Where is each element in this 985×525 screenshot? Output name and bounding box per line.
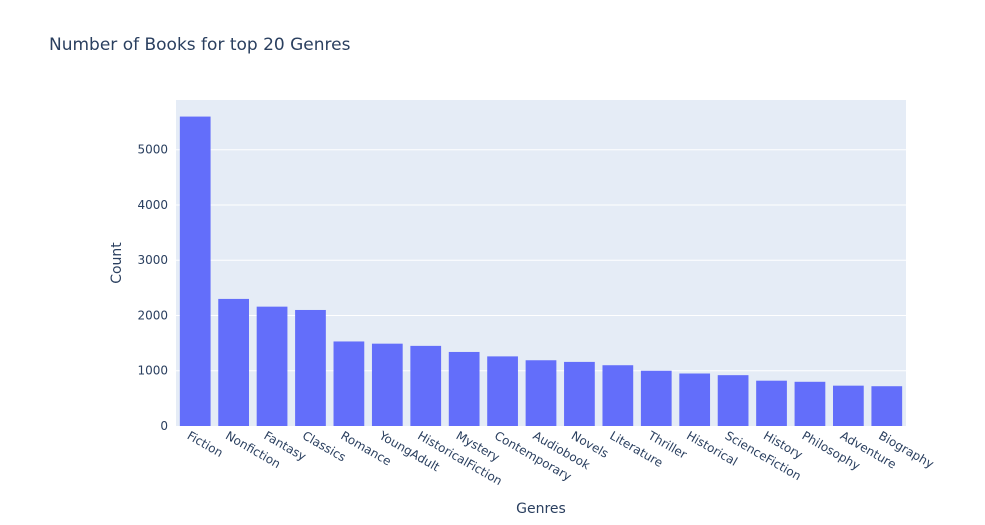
y-axis-title: Count <box>109 242 125 284</box>
bar-historicalfiction[interactable] <box>410 345 442 426</box>
bars-group <box>179 116 903 427</box>
y-tick-label: 0 <box>160 419 168 433</box>
bar-romance[interactable] <box>333 341 365 426</box>
bar-audiobook[interactable] <box>525 360 557 426</box>
bar-youngadult[interactable] <box>371 343 403 426</box>
bar-novels[interactable] <box>564 361 595 426</box>
bar-sciencefiction[interactable] <box>717 375 749 426</box>
bar-fantasy[interactable] <box>256 306 288 426</box>
bar-adventure[interactable] <box>833 385 864 426</box>
chart-title: Number of Books for top 20 Genres <box>49 35 351 55</box>
bar-fiction[interactable] <box>179 116 211 427</box>
bar-literature[interactable] <box>602 365 634 426</box>
bar-philosophy[interactable] <box>794 381 826 426</box>
y-tick-label: 2000 <box>137 308 168 322</box>
bar-mystery[interactable] <box>448 351 480 426</box>
y-tick-label: 1000 <box>137 364 168 378</box>
y-tick-label: 4000 <box>137 198 168 212</box>
bar-biography[interactable] <box>871 386 903 426</box>
bar-historical[interactable] <box>679 373 711 426</box>
bar-nonfiction[interactable] <box>218 298 249 426</box>
bar-contemporary[interactable] <box>487 356 518 426</box>
y-tick-labels: 0 1000 2000 3000 4000 5000 <box>137 143 168 433</box>
bar-classics[interactable] <box>295 309 326 426</box>
bar-thriller[interactable] <box>640 370 672 426</box>
bar-history[interactable] <box>756 380 787 426</box>
y-tick-label: 3000 <box>137 253 168 267</box>
x-axis-title: Genres <box>516 501 566 517</box>
y-tick-label: 5000 <box>137 143 168 157</box>
